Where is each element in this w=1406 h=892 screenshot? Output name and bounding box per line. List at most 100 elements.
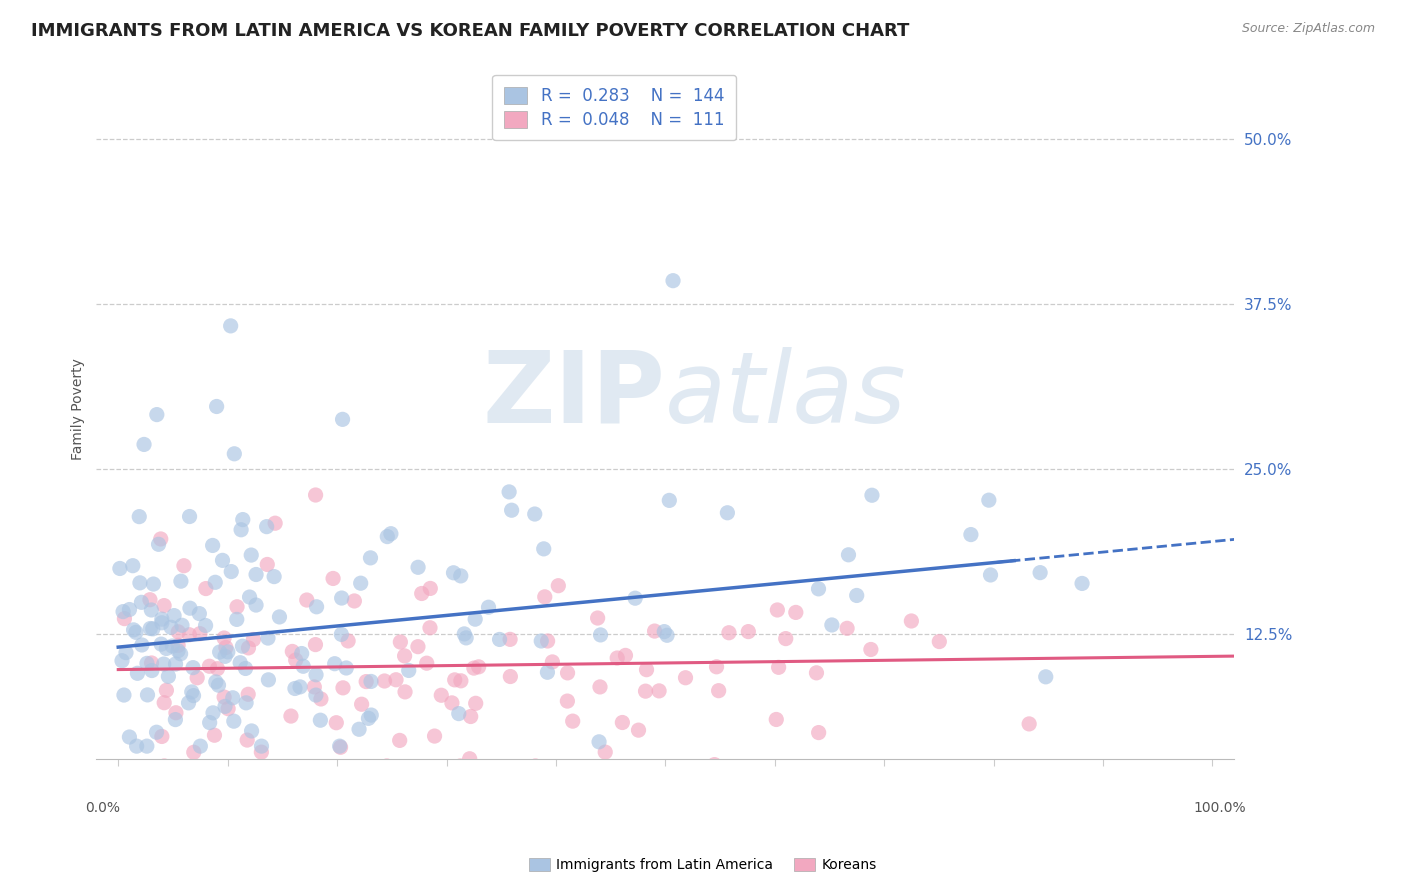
Point	[900, 614, 922, 628]
Point	[347, 723, 370, 737]
Point	[163, 608, 186, 623]
Point	[533, 590, 555, 604]
Point	[305, 667, 328, 681]
Point	[198, 715, 221, 730]
Point	[169, 647, 191, 661]
Point	[207, 678, 229, 692]
Point	[375, 530, 398, 544]
Point	[229, 523, 252, 537]
Point	[194, 618, 217, 632]
Point	[411, 586, 433, 600]
Point	[240, 723, 263, 738]
Text: atlas: atlas	[665, 347, 907, 444]
Point	[460, 709, 482, 723]
Point	[440, 696, 463, 710]
Point	[177, 696, 200, 710]
Point	[127, 666, 149, 681]
Point	[153, 696, 176, 710]
Point	[188, 739, 211, 753]
Point	[360, 708, 382, 723]
Point	[181, 660, 204, 674]
Point	[222, 714, 245, 728]
Point	[523, 507, 546, 521]
Point	[235, 696, 257, 710]
Point	[329, 740, 352, 755]
Point	[627, 723, 650, 738]
Point	[118, 730, 141, 744]
Text: ZIP: ZIP	[482, 347, 665, 444]
Point	[288, 680, 311, 694]
Point	[136, 657, 159, 671]
Point	[141, 664, 163, 678]
Point	[245, 567, 267, 582]
Point	[211, 553, 233, 567]
Point	[125, 739, 148, 753]
Point	[662, 274, 685, 288]
Point	[703, 757, 725, 772]
Point	[373, 673, 395, 688]
Point	[325, 715, 347, 730]
Point	[226, 599, 249, 614]
Point	[250, 739, 273, 753]
Point	[658, 493, 681, 508]
Point	[212, 690, 235, 704]
Point	[204, 674, 226, 689]
Point	[335, 661, 357, 675]
Point	[464, 612, 486, 626]
Point	[450, 673, 472, 688]
Point	[385, 673, 408, 687]
Point	[280, 709, 302, 723]
Point	[717, 625, 740, 640]
Point	[357, 711, 380, 725]
Point	[644, 624, 666, 638]
Point	[648, 684, 671, 698]
Point	[264, 516, 287, 531]
Point	[463, 661, 485, 675]
Point	[837, 548, 859, 562]
Point	[148, 537, 170, 551]
Point	[205, 400, 228, 414]
Point	[108, 561, 131, 575]
Point	[129, 575, 152, 590]
Point	[183, 745, 205, 759]
Point	[150, 615, 173, 630]
Point	[281, 644, 304, 658]
Point	[652, 624, 675, 639]
Point	[188, 626, 211, 640]
Point	[835, 621, 858, 635]
Point	[398, 664, 420, 678]
Point	[323, 657, 346, 671]
Point	[464, 696, 486, 710]
Point	[634, 684, 657, 698]
Point	[329, 739, 352, 753]
Point	[153, 599, 176, 613]
Point	[131, 638, 153, 652]
Point	[219, 318, 242, 333]
Text: Source: ZipAtlas.com: Source: ZipAtlas.com	[1241, 22, 1375, 36]
Point	[979, 568, 1001, 582]
Point	[807, 582, 830, 596]
Point	[292, 659, 315, 673]
Point	[716, 506, 738, 520]
Point	[477, 600, 499, 615]
Point	[636, 663, 658, 677]
Point	[217, 645, 239, 659]
Point	[235, 661, 257, 675]
Point	[960, 527, 983, 541]
Legend: R =  0.283    N =  144, R =  0.048    N =  111: R = 0.283 N = 144, R = 0.048 N = 111	[492, 75, 735, 140]
Point	[821, 618, 844, 632]
Point	[202, 706, 225, 720]
Point	[499, 632, 522, 647]
Point	[136, 688, 159, 702]
Point	[238, 687, 260, 701]
Point	[309, 692, 332, 706]
Point	[416, 656, 439, 670]
Point	[222, 690, 245, 705]
Point	[238, 640, 260, 655]
Point	[322, 571, 344, 585]
Point	[768, 660, 790, 674]
Point	[1035, 670, 1057, 684]
Point	[337, 634, 360, 648]
Point	[139, 592, 162, 607]
Point	[447, 706, 470, 721]
